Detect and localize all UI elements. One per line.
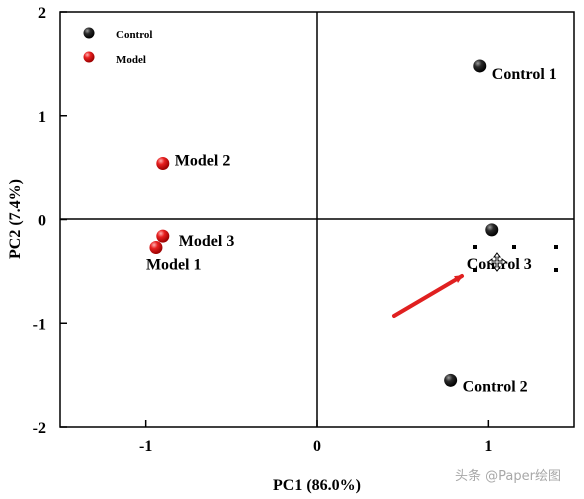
x-tick-label: -1 [139,438,152,455]
x-axis-title: PC1 (86.0%) [273,477,361,494]
y-axis-title: PC2 (7.4%) [7,179,24,259]
legend-label-control: Control [116,29,152,41]
data-point[interactable] [485,223,499,237]
x-axis-ticks: -1 0 1 [139,420,492,455]
x-tick-label: 1 [484,438,492,455]
legend-label-model: Model [116,54,146,66]
point-label: Control 2 [463,378,528,395]
y-tick-label: 0 [38,213,46,230]
data-point[interactable] [149,241,163,255]
legend-marker-control [83,27,95,39]
point-label: Control 3 [467,256,532,273]
point-label: Model 3 [179,233,235,250]
data-point[interactable] [473,59,487,73]
y-axis-ticks: -2 -1 0 1 2 [33,5,67,437]
legend-marker-model [83,51,95,63]
selection-handles[interactable] [473,245,558,272]
annotation-arrow[interactable] [392,274,464,318]
point-label: Model 2 [175,152,231,169]
data-point[interactable] [156,156,170,170]
point-label: Model 1 [146,257,202,274]
y-tick-label: 2 [38,5,46,22]
data-points: Control 1 Control 2 Control 3 Model 1 Model … [146,59,557,395]
legend: Control Model [83,27,152,66]
y-tick-label: 1 [38,109,46,126]
y-tick-label: -1 [33,316,46,333]
data-point[interactable] [156,229,170,243]
data-point[interactable] [444,373,458,387]
y-tick-label: -2 [33,420,46,437]
point-label: Control 1 [492,66,557,83]
move-cursor-icon [487,252,507,272]
x-tick-label: 0 [313,438,321,455]
watermark-text: 头条 @Paper绘图 [455,468,561,484]
